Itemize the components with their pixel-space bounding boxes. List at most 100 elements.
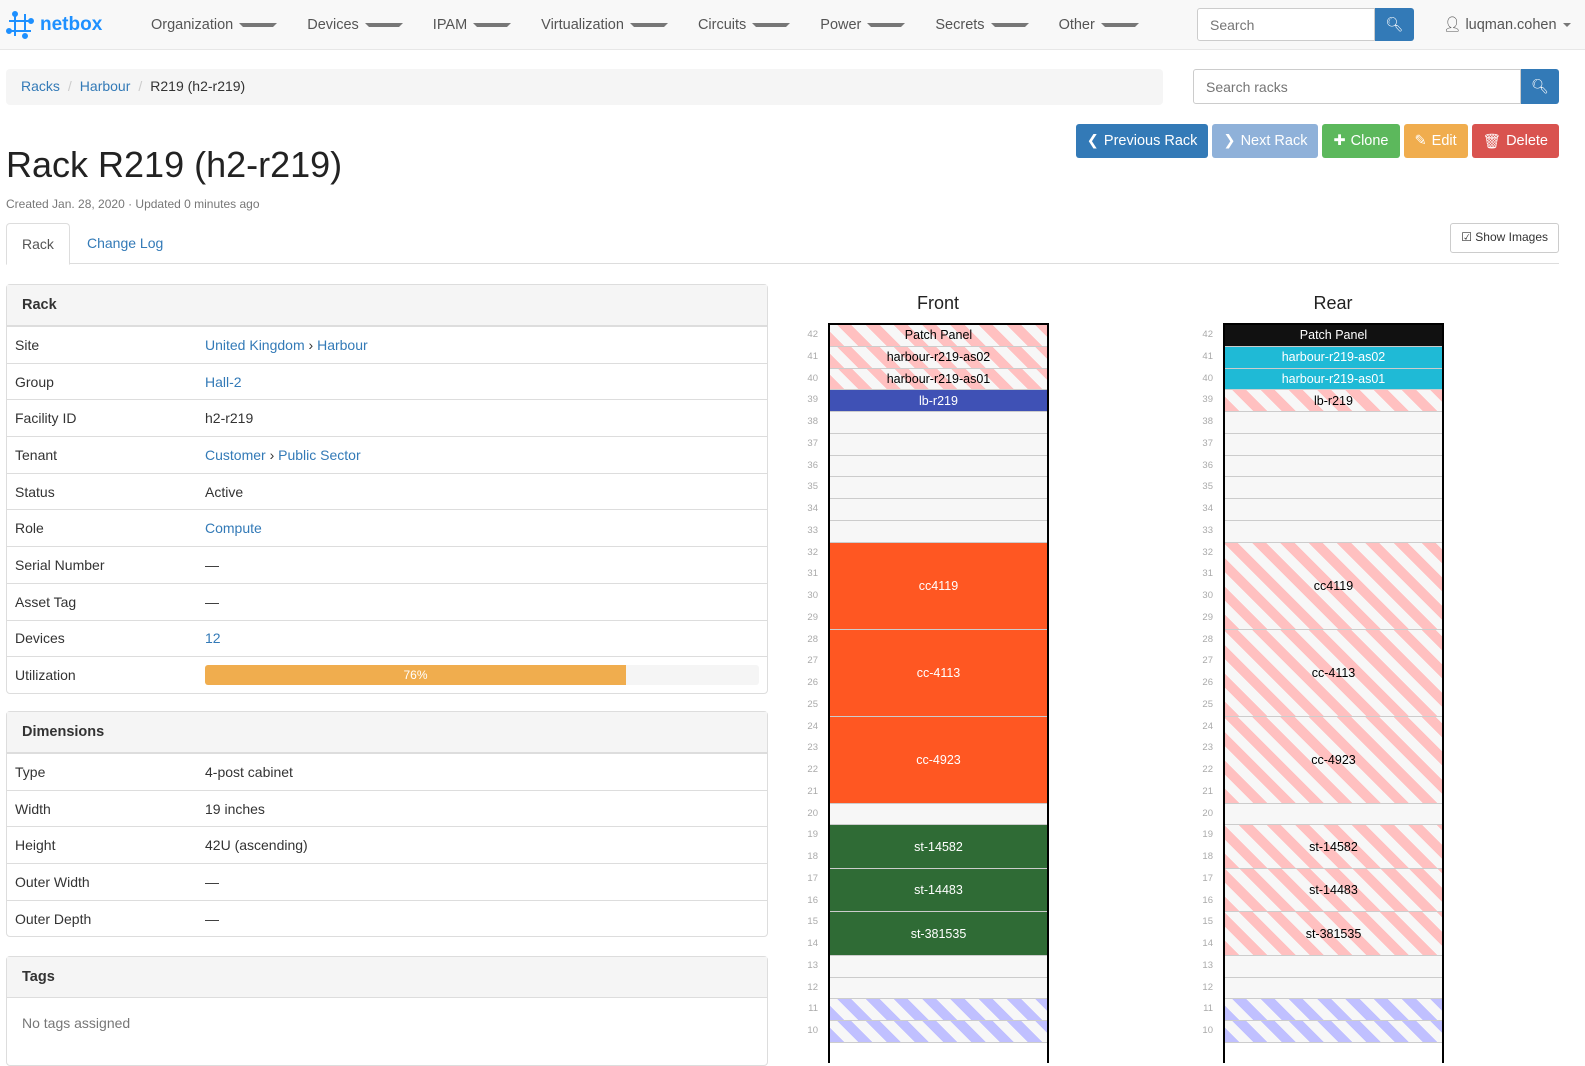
empty-slot[interactable] <box>1225 955 1442 978</box>
unit-number: 18 <box>807 851 818 862</box>
button-label: Clone <box>1350 133 1389 149</box>
empty-slot[interactable] <box>1225 412 1442 434</box>
empty-slot[interactable] <box>830 520 1047 543</box>
trash-icon: 🗑︎ <box>1482 133 1502 150</box>
caret-down-icon <box>473 22 512 27</box>
rack-search-button[interactable]: 🔍︎ <box>1521 69 1559 104</box>
device-cc-4923[interactable]: cc-4923 <box>830 716 1047 804</box>
device-harbour-r219-as02[interactable]: harbour-r219-as02 <box>1225 346 1442 369</box>
nav-menu-power[interactable]: Power <box>805 17 920 33</box>
empty-slot[interactable] <box>830 433 1047 456</box>
caret-down-icon <box>990 22 1029 27</box>
unit-number: 37 <box>1202 437 1213 449</box>
device-cc-4113[interactable]: cc-4113 <box>1225 629 1442 717</box>
row-value: 76% <box>205 665 759 686</box>
brand-name: netbox <box>40 13 103 35</box>
reserved-slot[interactable] <box>830 1021 1047 1043</box>
next-rack-button[interactable]: ❯ Next Rack <box>1212 124 1319 158</box>
row-status: Status Active <box>7 472 767 510</box>
unit-number: 14 <box>1202 938 1213 949</box>
row-facility-id: Facility ID h2-r219 <box>7 399 767 436</box>
empty-slot[interactable] <box>1225 803 1442 826</box>
previous-rack-button[interactable]: ❮ Previous Rack <box>1075 124 1209 158</box>
device-st-381535[interactable]: st-381535 <box>830 912 1047 956</box>
device-st-381535[interactable]: st-381535 <box>1225 912 1442 956</box>
empty-slot[interactable] <box>1225 977 1442 1000</box>
device-patch-panel[interactable]: Patch Panel <box>1225 325 1442 347</box>
device-harbour-r219-as01[interactable]: harbour-r219-as01 <box>830 368 1047 391</box>
empty-slot[interactable] <box>1225 433 1442 456</box>
value-link[interactable]: 12 <box>205 630 221 647</box>
value-link[interactable]: Harbour <box>317 336 368 353</box>
reserved-slot[interactable] <box>1225 999 1442 1021</box>
value-link[interactable]: Customer <box>205 446 266 463</box>
tab-rack[interactable]: Rack <box>6 223 70 265</box>
reserved-slot[interactable] <box>1225 1021 1442 1043</box>
device-cc4119[interactable]: cc4119 <box>830 542 1047 630</box>
empty-slot[interactable] <box>1225 520 1442 543</box>
row-role: Role Compute <box>7 509 767 546</box>
netbox-logo[interactable]: netbox <box>6 10 136 39</box>
nav-menu-other[interactable]: Other <box>1044 17 1154 33</box>
device-st-14582[interactable]: st-14582 <box>830 825 1047 869</box>
breadcrumb-harbour[interactable]: Harbour <box>79 78 131 94</box>
empty-slot[interactable] <box>1225 455 1442 478</box>
rack-search-input[interactable] <box>1193 69 1521 104</box>
user-menu[interactable]: 👤︎ luqman.cohen <box>1443 16 1571 33</box>
clone-button[interactable]: ✚ Clone <box>1322 124 1400 158</box>
unit-number: 28 <box>1202 633 1213 645</box>
search-button[interactable]: 🔍︎ <box>1375 8 1414 41</box>
device-cc-4113[interactable]: cc-4113 <box>830 629 1047 717</box>
device-harbour-r219-as01[interactable]: harbour-r219-as01 <box>1225 368 1442 391</box>
unit-number: 27 <box>1202 655 1213 667</box>
value-link[interactable]: Public Sector <box>278 446 361 463</box>
show-images-button[interactable]: ☑ Show Images <box>1450 223 1559 253</box>
device-st-14483[interactable]: st-14483 <box>1225 868 1442 913</box>
device-cc4119[interactable]: cc4119 <box>1225 542 1442 630</box>
nav-menu-organization[interactable]: Organization <box>136 17 292 33</box>
empty-slot[interactable] <box>1225 477 1442 499</box>
delete-button[interactable]: 🗑︎ Delete <box>1471 124 1559 158</box>
value-link[interactable]: United Kingdom <box>205 336 305 353</box>
empty-slot[interactable] <box>830 455 1047 478</box>
device-lb-r219[interactable]: lb-r219 <box>830 390 1047 412</box>
nav-menu-virtualization[interactable]: Virtualization <box>526 17 683 33</box>
row-label: Role <box>15 520 44 537</box>
device-patch-panel[interactable]: Patch Panel <box>830 325 1047 347</box>
no-tags-text: No tags assigned <box>22 1015 131 1031</box>
row-label: Site <box>15 336 40 353</box>
empty-slot[interactable] <box>830 412 1047 434</box>
nav-menu-circuits[interactable]: Circuits <box>683 17 805 33</box>
unit-number: 39 <box>807 394 818 406</box>
device-harbour-r219-as02[interactable]: harbour-r219-as02 <box>830 346 1047 369</box>
reserved-slot[interactable] <box>830 999 1047 1021</box>
nav-menu-label: Devices <box>307 16 359 33</box>
tab-change-log[interactable]: Change Log <box>87 235 164 251</box>
unit-number: 31 <box>1202 568 1213 580</box>
device-cc-4923[interactable]: cc-4923 <box>1225 716 1442 804</box>
nav-menu-ipam[interactable]: IPAM <box>418 17 526 33</box>
search-input[interactable] <box>1197 8 1375 41</box>
edit-button[interactable]: ✎ Edit <box>1403 124 1468 158</box>
empty-slot[interactable] <box>830 803 1047 826</box>
empty-slot[interactable] <box>1225 499 1442 521</box>
row-site: Site United Kingdom › Harbour <box>7 326 767 363</box>
device-label: cc4119 <box>1313 578 1354 593</box>
unit-number: 13 <box>807 959 818 971</box>
empty-slot[interactable] <box>830 977 1047 1000</box>
empty-slot[interactable] <box>830 499 1047 521</box>
nav-menu-secrets[interactable]: Secrets <box>920 17 1043 33</box>
device-label: st-14483 <box>914 883 963 897</box>
device-st-14483[interactable]: st-14483 <box>830 868 1047 913</box>
row-label: Height <box>15 837 56 854</box>
unit-number: 40 <box>1202 372 1213 384</box>
device-lb-r219[interactable]: lb-r219 <box>1225 390 1442 412</box>
device-st-14582[interactable]: st-14582 <box>1225 825 1442 869</box>
empty-slot[interactable] <box>830 477 1047 499</box>
value-link[interactable]: Compute <box>205 520 262 537</box>
nav-menu-devices[interactable]: Devices <box>292 17 418 33</box>
value-link[interactable]: Hall-2 <box>205 373 242 390</box>
unit-number: 36 <box>1202 459 1213 471</box>
breadcrumb-racks[interactable]: Racks <box>21 78 60 94</box>
empty-slot[interactable] <box>830 955 1047 978</box>
